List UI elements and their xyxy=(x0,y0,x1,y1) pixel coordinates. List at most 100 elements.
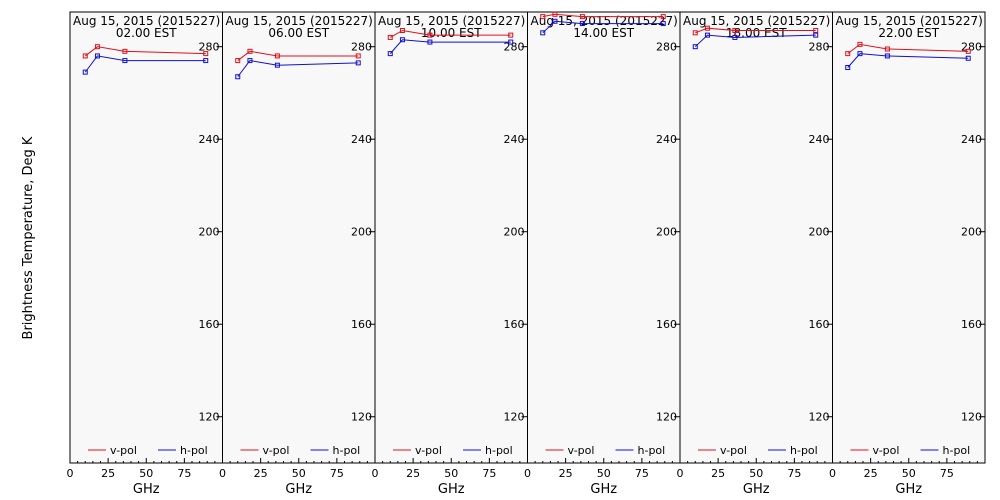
data-point-h-pol xyxy=(692,44,698,50)
x-tick-label: 25 xyxy=(101,467,115,480)
panel-5: Aug 15, 2015 (2015227)18.00 EST120160200… xyxy=(677,11,833,497)
x-tick-label: 75 xyxy=(940,467,954,480)
legend-label-h-pol: h-pol xyxy=(333,444,361,457)
x-tick-label: 0 xyxy=(219,467,226,480)
data-point-v-pol xyxy=(692,30,698,36)
data-point-h-pol xyxy=(845,65,851,71)
x-tick-label: 0 xyxy=(524,467,531,480)
data-point-v-pol xyxy=(704,25,710,31)
data-point-h-pol xyxy=(660,21,666,27)
data-point-h-pol xyxy=(247,58,253,64)
x-tick-label: 50 xyxy=(139,467,153,480)
x-tick-label: 25 xyxy=(864,467,878,480)
y-tick-label: 200 xyxy=(961,226,982,239)
legend-label-h-pol: h-pol xyxy=(638,444,666,457)
x-tick-label: 0 xyxy=(677,467,684,480)
data-point-h-pol xyxy=(427,39,433,45)
y-tick-label: 280 xyxy=(504,41,525,54)
y-tick-label: 240 xyxy=(656,133,677,146)
data-point-v-pol xyxy=(399,28,405,34)
plot-frame xyxy=(69,11,223,464)
legend-label-v-pol: v-pol xyxy=(110,444,137,457)
data-point-h-pol xyxy=(884,53,890,59)
x-tick-label: 75 xyxy=(482,467,496,480)
series-line-h-pol xyxy=(389,39,511,54)
x-tick-label: 25 xyxy=(254,467,268,480)
x-tick-label: 0 xyxy=(829,467,836,480)
y-tick-label: 160 xyxy=(961,318,982,331)
y-tick-label: 240 xyxy=(961,133,982,146)
data-point-h-pol xyxy=(355,60,361,66)
x-tick-label: 50 xyxy=(902,467,916,480)
panel-title: Aug 15, 2015 (2015227) xyxy=(226,14,373,28)
x-axis-label: GHz xyxy=(285,482,312,497)
x-tick-label: 50 xyxy=(292,467,306,480)
y-tick-label: 200 xyxy=(199,226,220,239)
series-line-v-pol xyxy=(847,43,969,55)
data-point-v-pol xyxy=(579,14,585,20)
legend-label-v-pol: v-pol xyxy=(263,444,290,457)
panel-2: Aug 15, 2015 (2015227)06.00 EST 120 160 200… xyxy=(219,11,376,497)
x-tick-label: 50 xyxy=(597,467,611,480)
panel-title: Aug 15, 2015 (2015227) xyxy=(683,14,830,28)
y-tick-label: 280 xyxy=(656,41,677,54)
panel-subtitle: 10.00 EST xyxy=(421,26,482,40)
data-point-h-pol xyxy=(387,51,393,57)
y-tick-label: 120 xyxy=(199,411,220,424)
panel-title: Aug 15, 2015 (2015227) xyxy=(836,14,983,28)
y-tick-label: 160 xyxy=(809,318,830,331)
data-point-v-pol xyxy=(540,14,546,20)
data-point-v-pol xyxy=(427,32,433,38)
data-point-v-pol xyxy=(660,14,666,20)
x-tick-label: 75 xyxy=(787,467,801,480)
y-tick-label: 120 xyxy=(656,411,677,424)
legend-label-v-pol: v-pol xyxy=(720,444,747,457)
data-point-v-pol xyxy=(203,51,209,57)
data-point-h-pol xyxy=(540,30,546,36)
data-point-h-pol xyxy=(235,74,241,80)
data-point-v-pol xyxy=(387,34,393,40)
y-tick-label: 280 xyxy=(199,41,220,54)
y-tick-label: 160 xyxy=(351,318,372,331)
data-point-h-pol xyxy=(274,62,280,68)
y-tick-label: 120 xyxy=(504,411,525,424)
plot-frame xyxy=(679,11,833,464)
x-tick-label: 25 xyxy=(406,467,420,480)
y-tick-label: 280 xyxy=(809,41,830,54)
panel-1: Aug 15, 2015 (2015227)02.00 EST 120 160 200… xyxy=(67,11,223,497)
legend-label-v-pol: v-pol xyxy=(873,444,900,457)
legend-label-h-pol: h-pol xyxy=(943,444,971,457)
x-tick-label: 50 xyxy=(749,467,763,480)
data-point-h-pol xyxy=(579,21,585,27)
x-tick-label: 25 xyxy=(711,467,725,480)
data-point-h-pol xyxy=(732,34,738,40)
data-point-h-pol xyxy=(552,18,558,24)
x-tick-label: 0 xyxy=(372,467,379,480)
y-tick-label: 160 xyxy=(504,318,525,331)
legend-label-h-pol: h-pol xyxy=(790,444,818,457)
data-point-v-pol xyxy=(122,48,128,54)
legend-label-h-pol: h-pol xyxy=(180,444,208,457)
y-tick-label: 120 xyxy=(809,411,830,424)
data-point-v-pol xyxy=(884,46,890,52)
x-tick-label: 75 xyxy=(177,467,191,480)
x-tick-label: 75 xyxy=(330,467,344,480)
y-tick-label: 160 xyxy=(656,318,677,331)
y-tick-label: 240 xyxy=(504,133,525,146)
y-tick-label: 120 xyxy=(961,411,982,424)
series-line-h-pol xyxy=(694,34,816,48)
y-axis-label: Brightness Temperature, Deg K xyxy=(21,136,36,339)
x-tick-label: 25 xyxy=(559,467,573,480)
data-point-h-pol xyxy=(965,55,971,61)
data-point-h-pol xyxy=(203,58,209,64)
series-line-v-pol xyxy=(542,13,664,18)
y-tick-label: 240 xyxy=(199,133,220,146)
series-line-h-pol xyxy=(542,20,664,34)
panel-subtitle: 14.00 EST xyxy=(573,26,634,40)
data-point-v-pol xyxy=(857,41,863,47)
panel-3: Aug 15, 2015 (2015227)10.00 EST 120 160 200… xyxy=(372,11,528,497)
data-point-h-pol xyxy=(813,32,819,38)
data-point-v-pol xyxy=(274,53,280,59)
data-point-h-pol xyxy=(399,37,405,43)
panel-title: Aug 15, 2015 (2015227) xyxy=(73,14,220,28)
